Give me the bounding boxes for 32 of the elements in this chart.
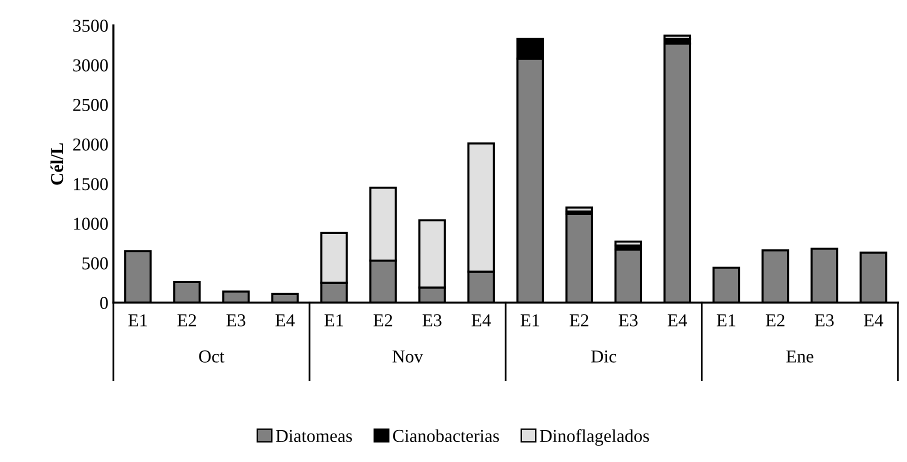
x-tick-label: E3 [618,314,638,326]
legend-label: Diatomeas [276,430,352,442]
x-tick-label: E4 [472,314,491,326]
y-tick-label: 1500 [74,178,108,190]
x-tick-label: E3 [814,314,834,326]
x-tick-label: E3 [422,314,442,326]
text: Oct [199,350,224,363]
y-tick-label: 2500 [73,98,108,112]
x-tick-label: E3 [226,314,246,326]
y-tick-label: 0 [100,296,108,310]
x-tick-label: E4 [275,314,295,326]
x-tick-label: E2 [374,314,392,326]
y-tick-label: 1000 [74,218,108,230]
x-tick-label: E2 [177,314,196,326]
y-axis-title: Cél/L [50,143,64,185]
y-tick-label: 3000 [73,59,108,72]
legend-label: Cianobacterias [393,429,499,442]
y-tick-label: 500 [82,257,108,270]
legend-label: Dinoflagelados [540,429,649,446]
text: Dic [591,350,616,363]
x-tick-label: E1 [520,314,540,326]
x-tick-label: E4 [864,314,884,326]
x-tick-label: E1 [324,314,343,326]
text: Nov [392,350,424,363]
y-tick-label: 3500 [73,20,108,32]
x-tick-label: E2 [766,314,784,326]
text: Ene [786,350,814,363]
x-tick-label: E2 [570,314,588,326]
y-tick-label: 2000 [73,138,108,151]
x-tick-label: E4 [668,314,688,326]
x-tick-label: E1 [128,314,147,326]
x-tick-label: E1 [716,314,736,326]
